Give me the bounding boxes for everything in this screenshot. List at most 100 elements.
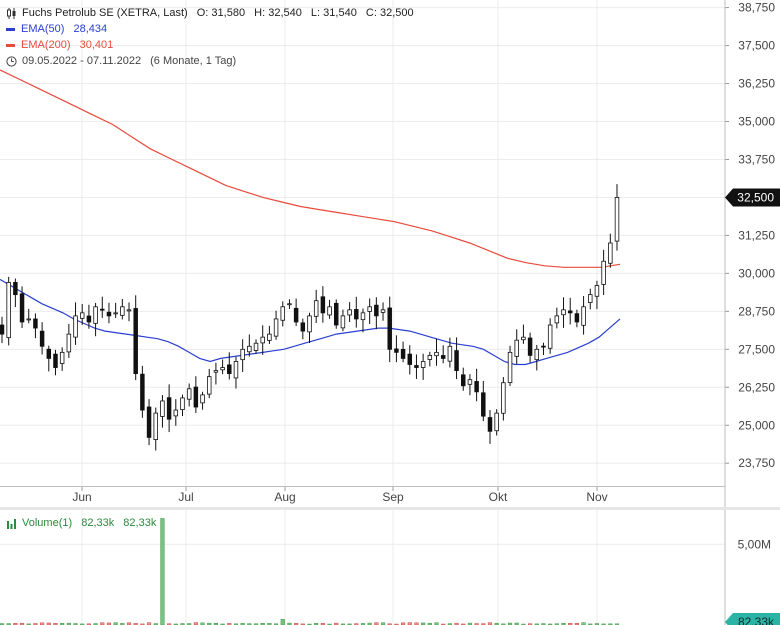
candle: [153, 407, 158, 451]
volume-value-1: 82,33k: [81, 517, 115, 529]
volume-axis-label: 5,00M: [738, 537, 771, 551]
candle: [200, 391, 205, 410]
candle-body: [19, 293, 25, 323]
volume-legend[interactable]: Volume(1) 82,33k 82,33k: [6, 516, 156, 530]
candle-body: [420, 361, 426, 368]
candle: [567, 297, 573, 325]
candle: [588, 288, 593, 310]
volume-badge-text: 82,33k: [738, 615, 775, 625]
candle-body: [474, 381, 479, 393]
candle-body: [166, 397, 172, 420]
candle: [73, 302, 78, 345]
candle-body: [347, 309, 352, 316]
candle-body: [554, 315, 560, 324]
volume-bar: [421, 622, 426, 625]
candle: [86, 304, 92, 329]
candle-body: [354, 309, 359, 320]
close-value: 32,500: [379, 7, 414, 19]
volume-bar: [574, 623, 579, 625]
volume-bar: [474, 623, 479, 625]
candle-body: [140, 373, 145, 411]
candle-body: [588, 294, 593, 303]
candle-body: [608, 242, 613, 264]
candle: [320, 286, 326, 323]
candle: [307, 312, 312, 343]
volume-bar: [13, 622, 18, 625]
volume-value-2: 82,33k: [123, 517, 157, 529]
price-badge: 32,500: [725, 188, 780, 207]
candlestick-series: [0, 184, 620, 451]
x-tick-label: Sep: [382, 490, 404, 504]
volume-bar: [6, 623, 11, 625]
volume-bar: [554, 623, 559, 625]
volume-bar: [347, 623, 352, 625]
candle: [173, 399, 179, 426]
candle-body: [287, 303, 292, 306]
legend-ema50[interactable]: EMA(50) 28,434: [6, 22, 107, 36]
candle-body: [100, 308, 105, 311]
candle: [340, 309, 346, 332]
volume-badge-bg: [725, 613, 780, 625]
candle: [474, 368, 479, 402]
candle-body: [206, 376, 212, 395]
volume-bar: [213, 622, 219, 625]
candle: [39, 322, 45, 355]
candle-body: [380, 309, 386, 313]
ema50-value: 28,434: [73, 23, 108, 35]
candle-body: [320, 296, 326, 314]
candle: [79, 304, 85, 325]
candle-body: [200, 394, 205, 404]
volume-bar: [193, 622, 198, 625]
y-tick-label: 28,750: [738, 304, 775, 318]
candle-body: [394, 348, 399, 353]
volume-badge: 82,33k: [725, 613, 780, 625]
volume-bar: [220, 623, 225, 625]
candle: [53, 349, 58, 376]
candlestick-icon: [7, 7, 16, 19]
ema200-value: 30,401: [79, 39, 114, 51]
candle: [233, 356, 239, 389]
volume-bar: [160, 518, 165, 625]
legend-ema200[interactable]: EMA(200) 30,401: [6, 38, 113, 52]
candle: [227, 352, 232, 380]
ema200-label: EMA(200): [21, 39, 71, 51]
candle-body: [614, 197, 620, 242]
candle: [206, 368, 212, 399]
candle: [327, 299, 332, 319]
y-tick-label: 33,750: [738, 152, 775, 166]
candle-body: [66, 333, 72, 353]
volume-bar: [273, 623, 279, 625]
candle: [380, 302, 386, 321]
volume-bar: [280, 619, 285, 625]
candle-body: [59, 351, 65, 364]
candle: [427, 351, 433, 367]
candle: [461, 367, 466, 391]
candle-body: [527, 337, 533, 356]
candle-body: [260, 336, 265, 344]
open-value: 31,580: [211, 7, 246, 19]
candle-body: [293, 307, 299, 323]
candle-body: [407, 353, 413, 365]
candle-body: [267, 333, 272, 341]
candle: [541, 342, 546, 356]
candle-body: [521, 336, 526, 341]
candle: [0, 316, 5, 344]
candle: [601, 249, 606, 296]
candle: [334, 299, 339, 329]
candle: [594, 280, 600, 310]
candle: [414, 354, 419, 379]
volume-bars-icon: [7, 518, 16, 529]
candle: [186, 383, 192, 407]
candle: [407, 345, 413, 375]
candle: [253, 339, 259, 354]
volume-bar: [33, 623, 38, 625]
candle-body: [26, 318, 31, 321]
candle: [440, 345, 446, 364]
candle-body: [414, 365, 419, 368]
candle-body: [447, 345, 453, 362]
candle-body: [13, 282, 18, 296]
candle-body: [367, 306, 372, 312]
volume-bar: [354, 623, 359, 625]
candle: [387, 296, 392, 363]
